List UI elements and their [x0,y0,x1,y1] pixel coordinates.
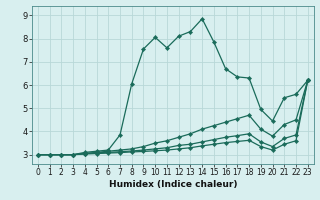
X-axis label: Humidex (Indice chaleur): Humidex (Indice chaleur) [108,180,237,189]
